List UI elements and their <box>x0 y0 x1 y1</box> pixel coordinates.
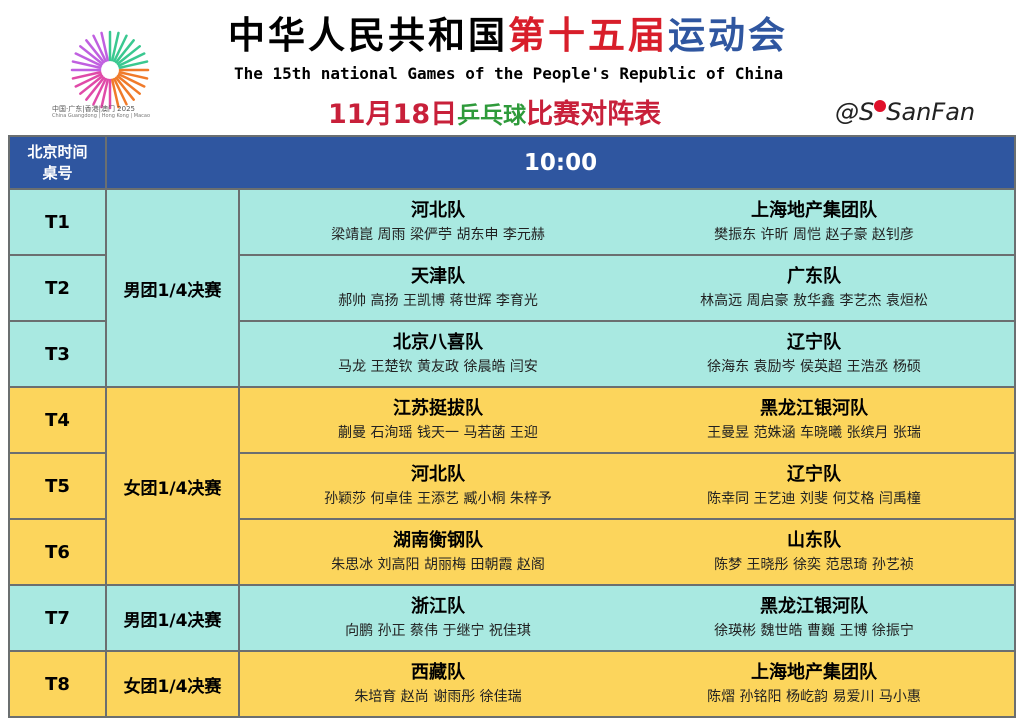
event-name: 女团1/4决赛 <box>105 650 240 718</box>
event-name: 男团1/4决赛 <box>105 584 240 652</box>
table-row: T5 河北队孙颖莎 何卓佳 王添艺 臧小桐 朱梓予 辽宁队陈幸同 王艺迪 刘斐 … <box>8 452 1016 520</box>
player-list: 陈幸同 王艺迪 刘斐 何艾格 闫禹橦 <box>707 491 921 507</box>
table-row: T3 北京八喜队马龙 王楚钦 黄友政 徐晨皓 闫安 辽宁队徐海东 袁励岑 侯英超… <box>8 320 1016 388</box>
table-row: T8 女团1/4决赛 西藏队朱培育 赵尚 谢雨彤 徐佳瑞 上海地产集团队陈熠 孙铭… <box>8 650 1016 718</box>
table-number-header: 北京时间 桌号 <box>8 135 107 190</box>
player-list: 朱思冰 刘高阳 胡丽梅 田朝霞 赵阁 <box>331 557 545 573</box>
away-team: 上海地产集团队陈熠 孙铭阳 杨屹韵 易爱川 马小惠 <box>664 660 964 708</box>
team-name: 北京八喜队 <box>393 332 483 353</box>
away-team: 广东队林高远 周启豪 敖华鑫 李艺杰 袁烜松 <box>664 264 964 312</box>
team-name: 山东队 <box>787 530 841 551</box>
home-team: 河北队孙颖莎 何卓佳 王添艺 臧小桐 朱梓予 <box>288 462 588 510</box>
player-list: 陈熠 孙铭阳 杨屹韵 易爱川 马小惠 <box>707 689 921 705</box>
player-list: 樊振东 许昕 周恺 赵子豪 赵钊彦 <box>714 227 914 243</box>
match: 天津队郝帅 高扬 王凯博 蒋世辉 李育光 广东队林高远 周启豪 敖华鑫 李艺杰 … <box>239 254 1016 322</box>
home-team: 西藏队朱培育 赵尚 谢雨彤 徐佳瑞 <box>288 660 588 708</box>
table-number: T5 <box>8 452 107 520</box>
home-team: 天津队郝帅 高扬 王凯博 蒋世辉 李育光 <box>288 264 588 312</box>
watermark-handle: @S SanFan <box>835 98 975 126</box>
player-list: 陈梦 王晓彤 徐奕 范思琦 孙艺祯 <box>714 557 914 573</box>
team-name: 湖南衡钢队 <box>393 530 483 551</box>
home-team: 河北队梁靖崑 周雨 梁俨苧 胡东申 李元赫 <box>288 198 588 246</box>
table-number: T1 <box>8 188 107 256</box>
page-title: 中华人民共和国第十五届运动会 <box>228 5 788 59</box>
table-number: T4 <box>8 386 107 454</box>
subtitle: The 15th national Games of the People's … <box>234 64 784 83</box>
logo-caption-en: China Guangdong | Hong Kong | Macao <box>52 113 151 119</box>
team-name: 广东队 <box>787 266 841 287</box>
match: 西藏队朱培育 赵尚 谢雨彤 徐佳瑞 上海地产集团队陈熠 孙铭阳 杨屹韵 易爱川 … <box>239 650 1016 718</box>
player-list: 孙颖莎 何卓佳 王添艺 臧小桐 朱梓予 <box>324 491 552 507</box>
match: 浙江队向鹏 孙正 蔡伟 于继宁 祝佳琪 黑龙江银河队徐瑛彬 魏世皓 曹巍 王博 … <box>239 584 1016 652</box>
match: 湖南衡钢队朱思冰 刘高阳 胡丽梅 田朝霞 赵阁 山东队陈梦 王晓彤 徐奕 范思琦… <box>239 518 1016 586</box>
time-header: 10:00 <box>105 135 1016 190</box>
table-number: T2 <box>8 254 107 322</box>
match: 北京八喜队马龙 王楚钦 黄友政 徐晨皓 闫安 辽宁队徐海东 袁励岑 侯英超 王浩… <box>239 320 1016 388</box>
team-name: 天津队 <box>411 266 465 287</box>
table-number: T7 <box>8 584 107 652</box>
match: 河北队梁靖崑 周雨 梁俨苧 胡东申 李元赫 上海地产集团队樊振东 许昕 周恺 赵… <box>239 188 1016 256</box>
team-name: 河北队 <box>411 464 465 485</box>
match: 江苏挺拔队蒯曼 石洵瑶 钱天一 马若菡 王迎 黑龙江银河队王曼昱 范姝涵 车晓曦… <box>239 386 1016 454</box>
away-team: 上海地产集团队樊振东 许昕 周恺 赵子豪 赵钊彦 <box>664 198 964 246</box>
player-list: 马龙 王楚钦 黄友政 徐晨皓 闫安 <box>338 359 538 375</box>
player-list: 蒯曼 石洵瑶 钱天一 马若菡 王迎 <box>338 425 538 441</box>
event-name: 男团1/4决赛 <box>105 188 240 388</box>
player-list: 徐瑛彬 魏世皓 曹巍 王博 徐振宁 <box>714 623 914 639</box>
table-number: T6 <box>8 518 107 586</box>
handle-prefix: @S <box>835 98 875 126</box>
player-list: 徐海东 袁励岑 侯英超 王浩丞 杨硕 <box>707 359 921 375</box>
player-list: 向鹏 孙正 蔡伟 于继宁 祝佳琪 <box>345 623 531 639</box>
team-name: 上海地产集团队 <box>751 662 877 683</box>
team-name: 辽宁队 <box>787 464 841 485</box>
schedule-label: 比赛对阵表 <box>526 99 662 130</box>
title-part-2: 第十五届 <box>508 14 668 57</box>
home-team: 湖南衡钢队朱思冰 刘高阳 胡丽梅 田朝霞 赵阁 <box>288 528 588 576</box>
player-list: 林高远 周启豪 敖华鑫 李艺杰 袁烜松 <box>700 293 928 309</box>
player-list: 郝帅 高扬 王凯博 蒋世辉 李育光 <box>338 293 538 309</box>
team-name: 辽宁队 <box>787 332 841 353</box>
logo-caption: 中国·广东|香港|澳门 2025 <box>52 105 135 113</box>
away-team: 黑龙江银河队徐瑛彬 魏世皓 曹巍 王博 徐振宁 <box>664 594 964 642</box>
match: 河北队孙颖莎 何卓佳 王添艺 臧小桐 朱梓予 辽宁队陈幸同 王艺迪 刘斐 何艾格… <box>239 452 1016 520</box>
col-header-text: 北京时间 桌号 <box>27 142 88 182</box>
table-row: T7 男团1/4决赛 浙江队向鹏 孙正 蔡伟 于继宁 祝佳琪 黑龙江银河队徐瑛彬 … <box>8 584 1016 652</box>
away-team: 黑龙江银河队王曼昱 范姝涵 车晓曦 张缤月 张瑞 <box>664 396 964 444</box>
table-number: T3 <box>8 320 107 388</box>
team-name: 江苏挺拔队 <box>393 398 483 419</box>
home-team: 北京八喜队马龙 王楚钦 黄友政 徐晨皓 闫安 <box>288 330 588 378</box>
title-part-3: 运动会 <box>668 14 788 57</box>
player-list: 王曼昱 范姝涵 车晓曦 张缤月 张瑞 <box>707 425 921 441</box>
schedule-table: 北京时间 桌号 10:00 T1 男团1/4决赛 河北队 梁靖崑 周雨 梁俨苧 胡东… <box>8 135 1016 718</box>
away-team: 辽宁队徐海东 袁励岑 侯英超 王浩丞 杨硕 <box>664 330 964 378</box>
home-team: 浙江队向鹏 孙正 蔡伟 于继宁 祝佳琪 <box>288 594 588 642</box>
away-team: 辽宁队陈幸同 王艺迪 刘斐 何艾格 闫禹橦 <box>664 462 964 510</box>
games-logo <box>70 30 150 110</box>
away-team: 山东队陈梦 王晓彤 徐奕 范思琦 孙艺祯 <box>664 528 964 576</box>
sport: 乒乓球 <box>457 103 527 129</box>
table-row: T4 女团1/4决赛 江苏挺拔队蒯曼 石洵瑶 钱天一 马若菡 王迎 黑龙江银河队王… <box>8 386 1016 586</box>
team-name: 黑龙江银河队 <box>760 596 868 617</box>
event-name: 女团1/4决赛 <box>105 386 240 586</box>
table-row: T6 湖南衡钢队朱思冰 刘高阳 胡丽梅 田朝霞 赵阁 山东队陈梦 王晓彤 徐奕 … <box>8 518 1016 586</box>
home-team: 江苏挺拔队蒯曼 石洵瑶 钱天一 马若菡 王迎 <box>288 396 588 444</box>
team-name: 上海地产集团队 <box>751 200 877 221</box>
team-name: 西藏队 <box>411 662 465 683</box>
schedule-heading: 11月18日乒乓球比赛对阵表 <box>328 92 661 131</box>
title-part-1: 中华人民共和国 <box>228 14 508 57</box>
team-name: 黑龙江银河队 <box>760 398 868 419</box>
team-name: 浙江队 <box>411 596 465 617</box>
player-list: 梁靖崑 周雨 梁俨苧 胡东申 李元赫 <box>331 227 545 243</box>
red-dot-icon <box>874 100 887 112</box>
team-name: 河北队 <box>411 200 465 221</box>
date: 11月18日 <box>328 99 458 130</box>
handle-suffix: SanFan <box>886 98 976 126</box>
table-number: T8 <box>8 650 107 718</box>
table-row: T2 天津队郝帅 高扬 王凯博 蒋世辉 李育光 广东队林高远 周启豪 敖华鑫 李… <box>8 254 1016 322</box>
table-row: T1 男团1/4决赛 河北队梁靖崑 周雨 梁俨苧 胡东申 李元赫 上海地产集团队樊… <box>8 188 1016 388</box>
player-list: 朱培育 赵尚 谢雨彤 徐佳瑞 <box>354 689 522 705</box>
